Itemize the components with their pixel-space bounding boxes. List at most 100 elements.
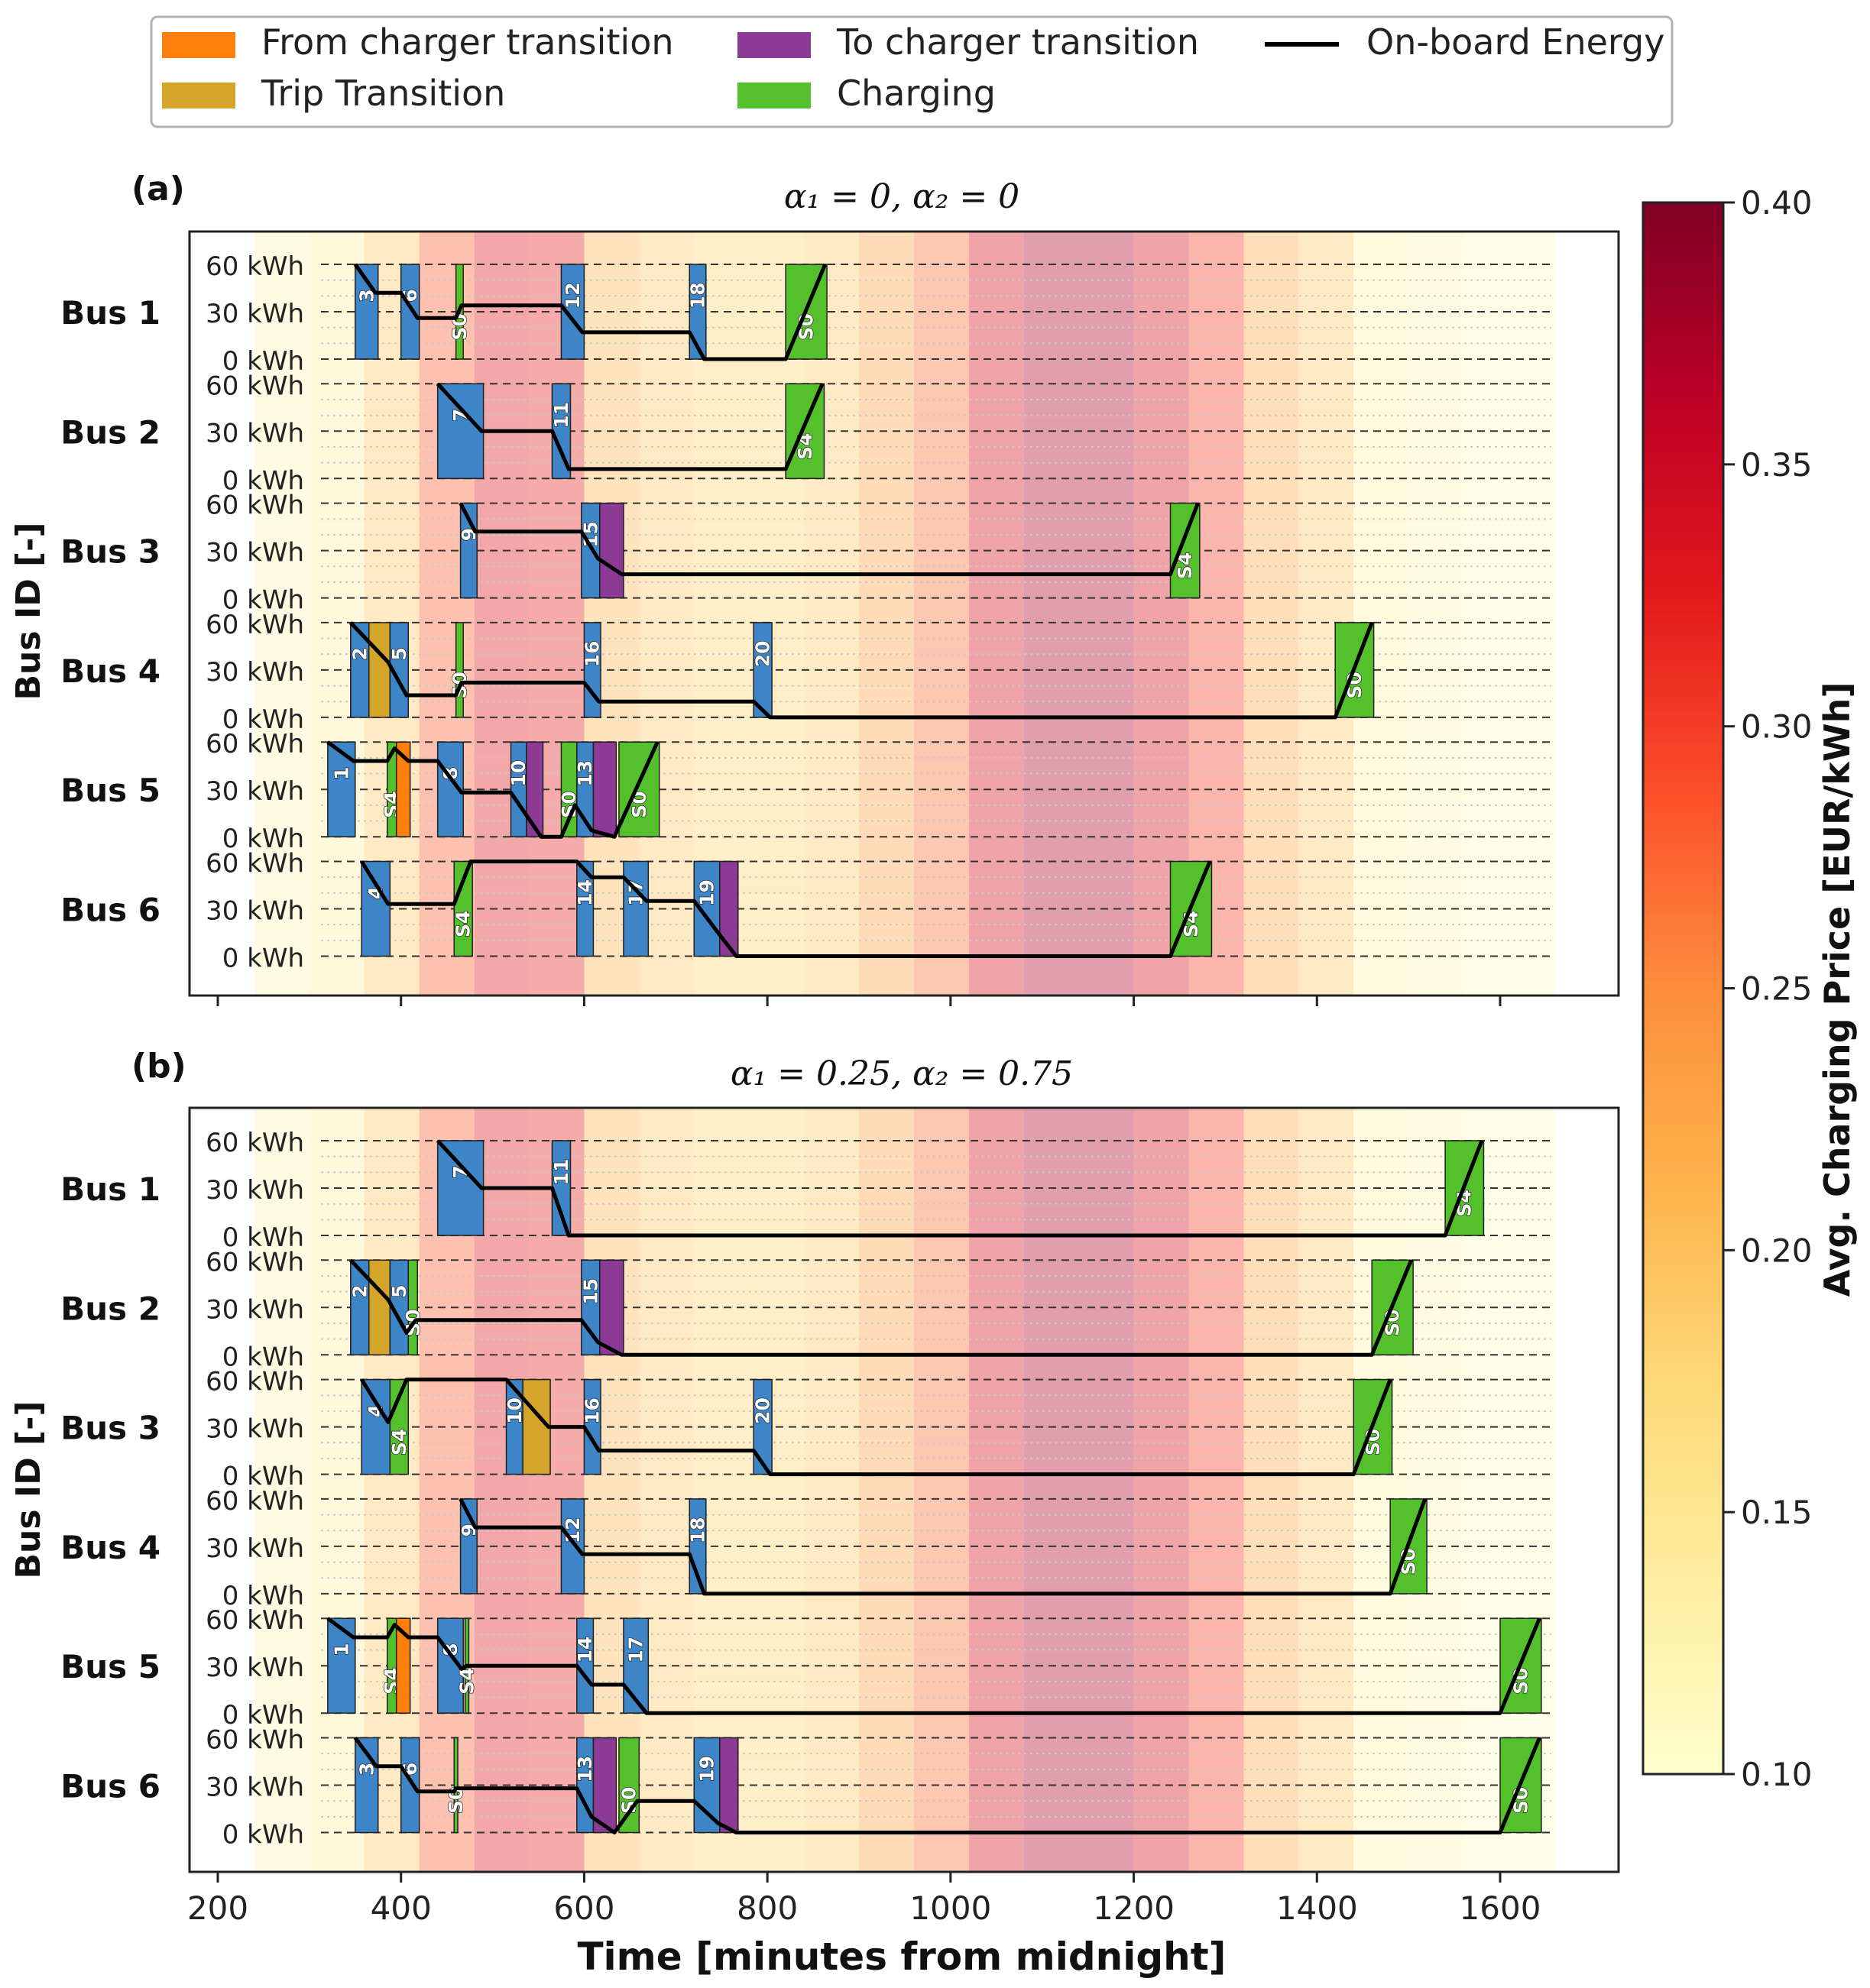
trip-label: 3 xyxy=(355,289,378,302)
price-band xyxy=(254,1108,310,1872)
colorbar: 0.40 0.35 0.30 0.25 0.20 0.15 0.10 Avg. Chargi… xyxy=(1642,184,1858,1793)
trip-label: 15 xyxy=(579,1278,601,1305)
charging-block xyxy=(785,383,825,480)
charging-block xyxy=(1169,502,1201,599)
bus-label: Bus 1 xyxy=(60,1170,160,1208)
charging-label: S0 xyxy=(1398,1548,1420,1575)
trip-label: 11 xyxy=(550,402,572,429)
trip-label: 14 xyxy=(574,1637,596,1663)
price-band xyxy=(639,1108,695,1872)
trip-label: 18 xyxy=(687,283,709,309)
to_charger-block xyxy=(719,1737,739,1834)
energy-tick-label: 30 kWh xyxy=(206,1773,304,1803)
trip-label: 1 xyxy=(330,1643,352,1656)
x-tick-label: 800 xyxy=(737,1889,798,1927)
panel-a-energy-lines xyxy=(326,263,1374,958)
to_charger-block xyxy=(719,860,739,957)
x-tick-label: 600 xyxy=(553,1889,614,1927)
charging-block xyxy=(618,1737,640,1834)
trip-label: 11 xyxy=(550,1159,572,1186)
energy-tick-label: 0 kWh xyxy=(222,1222,304,1253)
price-band xyxy=(913,1108,969,1872)
energy-tick-label: 60 kWh xyxy=(206,491,304,521)
trip-label: 14 xyxy=(574,879,596,906)
trip-label: 2 xyxy=(348,1285,371,1298)
to_charger-block xyxy=(592,1737,617,1834)
trip-label: 20 xyxy=(752,640,774,667)
legend: From charger transition Trip Transition … xyxy=(150,15,1674,128)
energy-tick-label: 30 kWh xyxy=(206,1533,304,1564)
price-band xyxy=(1188,1108,1244,1872)
energy-tick-label: 0 kWh xyxy=(222,1700,304,1731)
energy-tick-label: 60 kWh xyxy=(206,729,304,759)
energy-tick-label: 0 kWh xyxy=(222,944,304,974)
trip-block xyxy=(400,264,420,360)
panel-b-bus-labels: Bus 1 Bus 2 Bus 3 Bus 4 Bus 5 Bus 6 xyxy=(60,1170,160,1805)
charging-block xyxy=(618,741,660,837)
energy-line xyxy=(360,860,1212,958)
trip-block xyxy=(576,860,595,957)
panel-b-label: (b) xyxy=(131,1047,186,1086)
price-band xyxy=(859,1108,914,1872)
energy-tick-label: 30 kWh xyxy=(206,896,304,927)
charging-block xyxy=(453,860,473,957)
price-band xyxy=(913,232,969,996)
trip-label: 5 xyxy=(388,647,410,660)
energy-tick-label: 30 kWh xyxy=(206,1294,304,1325)
energy-line xyxy=(353,263,828,361)
energy-tick-label: 60 kWh xyxy=(206,1247,304,1277)
to_charger-block xyxy=(599,1259,624,1356)
colorbar-ticks: 0.40 0.35 0.30 0.25 0.20 0.15 0.10 xyxy=(1723,184,1813,1793)
energy-tick-label: 60 kWh xyxy=(206,610,304,640)
bus-label: Bus 6 xyxy=(60,892,160,929)
energy-line xyxy=(459,1497,1428,1596)
trip_transition-block xyxy=(368,1259,391,1356)
legend-label-from-charger: From charger transition xyxy=(261,21,674,63)
price-band xyxy=(1353,232,1409,996)
panel-a-title: α₁ = 0, α₂ = 0 xyxy=(784,177,1019,216)
trip-block xyxy=(436,383,485,480)
trip-block xyxy=(693,1737,721,1834)
colorbar-tick-label: 0.10 xyxy=(1741,1756,1813,1793)
energy-tick-label: 60 kWh xyxy=(206,371,304,401)
legend-label-to-charger: To charger transition xyxy=(836,21,1199,63)
price-band xyxy=(859,232,914,996)
legend-label-charging: Charging xyxy=(837,73,996,114)
trip-block xyxy=(361,860,391,957)
energy-line xyxy=(348,1258,1414,1357)
colorbar-tick-label: 0.40 xyxy=(1741,184,1813,222)
trip-block xyxy=(753,622,773,718)
price-band xyxy=(1023,1108,1134,1872)
trip-label: 16 xyxy=(582,640,604,667)
trip-label: 2 xyxy=(348,647,371,660)
energy-tick-label: 30 kWh xyxy=(206,538,304,568)
energy-tick-label: 60 kWh xyxy=(206,1486,304,1517)
legend-swatch-to-charger xyxy=(737,32,811,58)
legend-label-trip-transition: Trip Transition xyxy=(261,73,505,114)
x-tick-label: 1600 xyxy=(1460,1889,1541,1927)
price-band xyxy=(1298,232,1354,996)
energy-tick-label: 30 kWh xyxy=(206,1653,304,1683)
trip-block xyxy=(689,264,707,360)
energy-tick-label: 30 kWh xyxy=(206,776,304,807)
charging-label: S4 xyxy=(456,1667,478,1694)
trip-label: 20 xyxy=(752,1397,774,1424)
energy-tick-label: 60 kWh xyxy=(206,1367,304,1397)
panel-b-title: α₁ = 0.25, α₂ = 0.75 xyxy=(731,1054,1073,1093)
bus-label: Bus 1 xyxy=(60,294,160,332)
trip-label: 3 xyxy=(355,1763,378,1776)
trip-label: 17 xyxy=(625,1637,647,1663)
bus-label: Bus 3 xyxy=(60,1410,160,1447)
panel-a-y-axis-label: Bus ID [-] xyxy=(9,522,48,700)
energy-tick-label: 0 kWh xyxy=(222,465,304,496)
energy-line xyxy=(436,382,825,471)
trip_transition-block xyxy=(522,1378,551,1475)
energy-line xyxy=(436,1139,1484,1238)
colorbar-tick-label: 0.35 xyxy=(1741,446,1813,484)
price-band xyxy=(1133,1108,1189,1872)
price-band xyxy=(1023,232,1134,996)
charging-label: S4 xyxy=(452,911,475,937)
price-band xyxy=(1463,232,1555,996)
